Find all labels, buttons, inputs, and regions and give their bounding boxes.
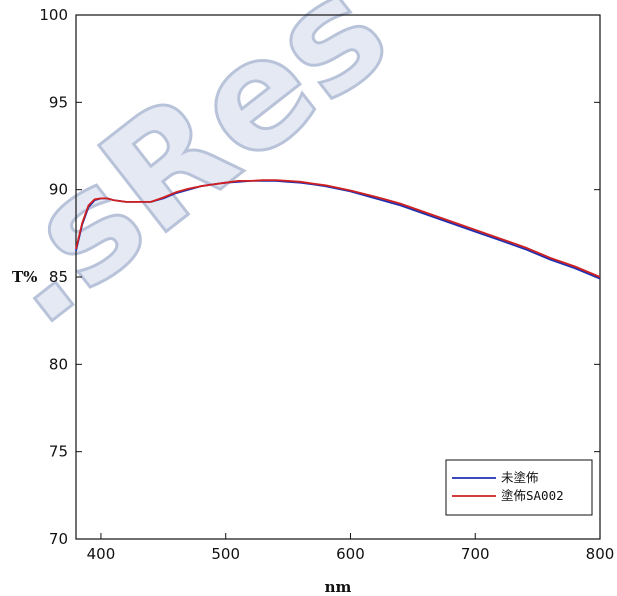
legend-label-uncoated: 未塗佈 xyxy=(501,470,539,485)
x-tick-label: 600 xyxy=(336,545,365,563)
watermark: .sRes xyxy=(0,0,420,360)
y-tick-label: 70 xyxy=(49,530,68,548)
x-tick-label: 800 xyxy=(586,545,615,563)
watermark-text: .sRes xyxy=(0,0,419,358)
axis-ticks: 400 500 600 700 800 70 75 80 85 90 95 100 xyxy=(39,6,614,563)
y-tick-label: 80 xyxy=(49,355,68,373)
y-axis-label: T% xyxy=(12,268,37,286)
y-tick-label: 85 xyxy=(49,268,68,286)
y-tick-label: 95 xyxy=(49,93,68,111)
y-tick-label: 90 xyxy=(49,181,68,199)
legend-box xyxy=(445,459,593,516)
series-layer xyxy=(75,179,601,280)
legend-label-coated-sa002: 塗佈SA002 xyxy=(501,488,564,503)
series-line-coated-sa002 xyxy=(75,179,601,278)
y-tick-label: 75 xyxy=(49,443,68,461)
x-tick-label: 500 xyxy=(211,545,240,563)
x-tick-label: 400 xyxy=(87,545,116,563)
x-axis-label: nm xyxy=(325,578,352,596)
legend: 未塗佈 塗佈SA002 xyxy=(445,459,593,516)
y-tick-label: 100 xyxy=(39,6,68,24)
x-tick-label: 700 xyxy=(461,545,490,563)
